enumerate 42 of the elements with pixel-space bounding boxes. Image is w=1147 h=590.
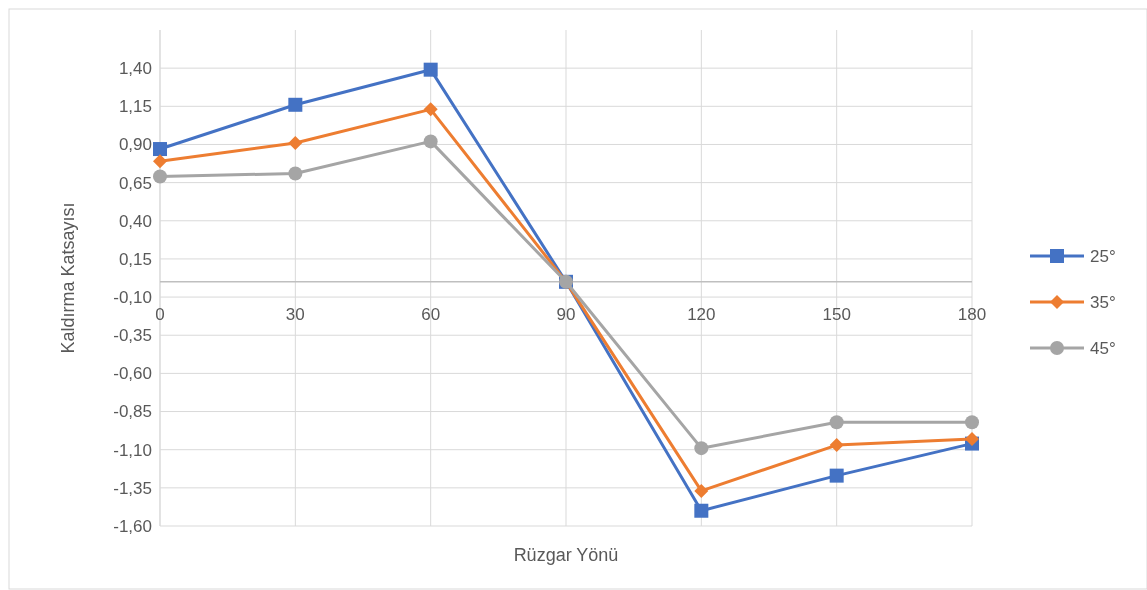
y-tick-label: 1,40: [118, 59, 152, 79]
point: [288, 166, 303, 181]
point: [694, 483, 709, 498]
y-axis-title: Kaldırma Katsayısı: [58, 202, 78, 354]
point: [153, 142, 167, 157]
y-tick-label: 0,15: [118, 249, 152, 269]
legend-label: 35°: [1090, 292, 1116, 312]
legend-label: 45°: [1090, 338, 1116, 358]
point: [829, 468, 844, 483]
point: [153, 169, 167, 184]
point: [829, 415, 844, 430]
point: [829, 438, 844, 453]
x-tick-label: 120: [687, 304, 716, 324]
y-tick-label: -1,10: [113, 440, 152, 460]
y-tick-label: 0,65: [118, 173, 152, 193]
point: [965, 432, 979, 447]
legend-label: 25°: [1090, 246, 1116, 266]
y-tick-label: -1,35: [113, 478, 152, 498]
point: [288, 135, 303, 150]
y-tick-label: -0,10: [113, 288, 152, 308]
y-tick-label: -0,60: [113, 364, 152, 384]
y-tick-label: 0,90: [118, 135, 152, 155]
point: [423, 134, 438, 149]
y-tick-label: 1,15: [118, 97, 152, 117]
x-axis-title: Rüzgar Yönü: [513, 545, 619, 565]
x-tick-label: 30: [285, 304, 305, 324]
point: [965, 415, 979, 430]
x-tick-label: 0: [155, 304, 165, 324]
point: [423, 102, 438, 117]
x-tick-label: 90: [556, 304, 576, 324]
x-tick-label: 180: [957, 304, 987, 324]
point: [153, 154, 167, 169]
point: [423, 62, 438, 77]
point: [694, 503, 709, 518]
y-tick-label: -0,85: [113, 402, 152, 422]
point: [288, 97, 303, 112]
point: [694, 441, 709, 456]
x-tick-label: 150: [822, 304, 851, 324]
y-tick-label: 0,40: [118, 211, 152, 231]
y-tick-label: -1,60: [113, 516, 152, 536]
y-tick-label: -0,35: [113, 326, 152, 346]
x-tick-label: 60: [421, 304, 441, 324]
